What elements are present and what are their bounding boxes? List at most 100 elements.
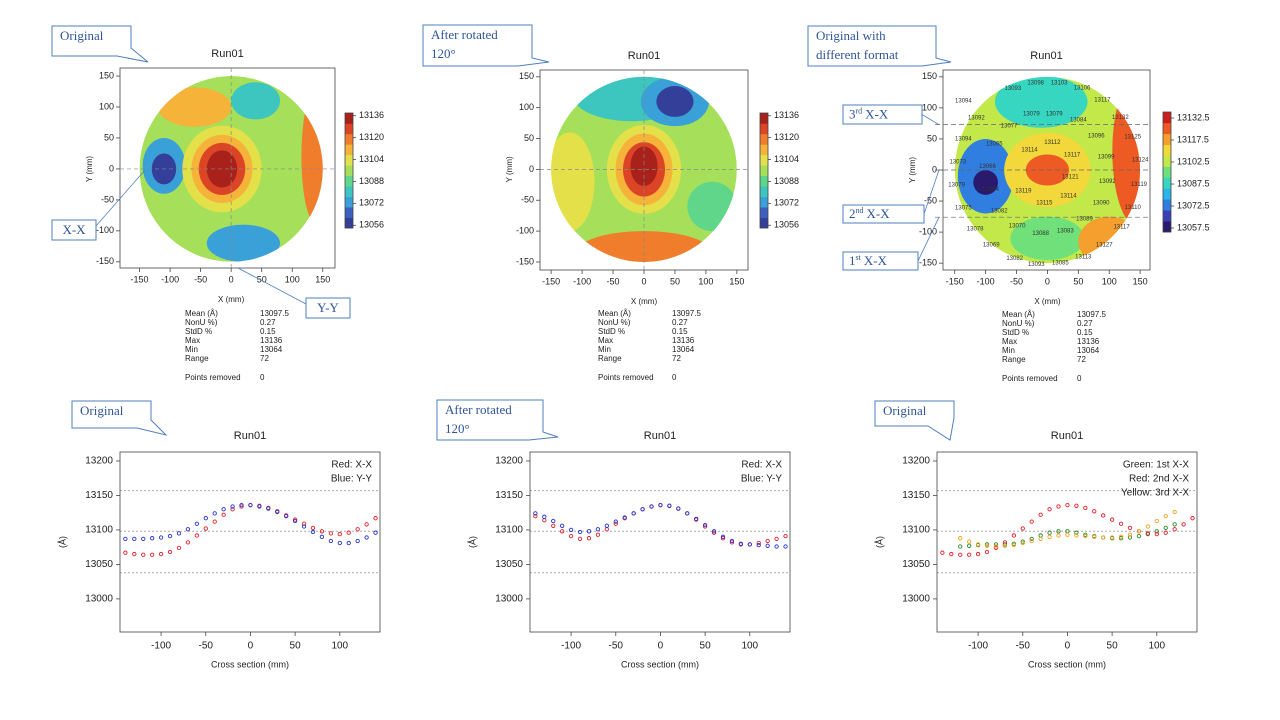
y-axis-label: Y (mm)	[908, 157, 917, 183]
y-tick-label: -100	[516, 225, 534, 235]
y-tick-label: -50	[521, 195, 534, 205]
data-point	[167, 533, 173, 539]
data-point	[542, 514, 547, 519]
stat-label: Range	[598, 354, 622, 363]
data-point	[720, 536, 726, 541]
y-tick-label: 13200	[902, 456, 930, 467]
data-point	[1109, 535, 1115, 540]
x-tick-label: 50	[670, 276, 680, 286]
colorbar-band	[345, 144, 353, 156]
plot-frame	[119, 67, 336, 269]
colorbar-label: 13056	[359, 220, 384, 230]
data-point	[604, 523, 609, 528]
x-axis-label: Cross section (mm)	[1028, 659, 1106, 669]
y-tick-label: 50	[927, 133, 937, 143]
data-point	[1047, 534, 1052, 539]
data-point	[1092, 534, 1097, 539]
colorbar-band	[760, 133, 768, 145]
data-point	[337, 531, 342, 537]
data-point	[993, 544, 999, 549]
y-tick-label: 13200	[85, 456, 113, 467]
contour-region	[231, 82, 281, 120]
data-point	[542, 518, 547, 523]
data-point	[221, 512, 226, 517]
x-tick-label: 100	[1148, 641, 1165, 652]
chart-title: Run01	[211, 48, 243, 60]
x-axis-label: X (mm)	[218, 295, 245, 304]
x-tick-label: 0	[641, 276, 646, 286]
chart-title: Run01	[644, 430, 676, 442]
data-point	[328, 538, 334, 544]
colorbar-label: 13120	[774, 132, 799, 142]
data-point	[275, 509, 280, 515]
colorbar-band	[1163, 133, 1171, 146]
point-label: 13117	[1094, 97, 1111, 103]
colorbar-band	[760, 186, 768, 197]
data-point	[1056, 504, 1061, 509]
y-axis-label: (Å)	[467, 536, 477, 548]
annotation: Y-Y	[317, 300, 339, 315]
data-point	[212, 519, 217, 524]
data-point	[176, 531, 182, 536]
contour-region	[994, 76, 1088, 128]
colorbar-band	[1163, 221, 1171, 233]
wafer	[551, 76, 737, 262]
x-axis-label: Cross section (mm)	[621, 659, 699, 669]
colorbar-frame	[1162, 111, 1172, 233]
data-point	[1118, 536, 1124, 541]
data-point	[967, 539, 972, 544]
data-point	[1047, 530, 1052, 535]
x-tick-label: 0	[658, 641, 664, 652]
y-tick-label: 13150	[495, 490, 523, 501]
x-tick-label: -50	[194, 274, 207, 284]
x-tick-label: -100	[968, 641, 988, 652]
data-point	[185, 540, 191, 545]
y-tick-label: 150	[519, 71, 534, 81]
data-point	[1038, 512, 1043, 517]
colorbar-label: 13104	[774, 154, 799, 164]
point-label: 13117	[1113, 225, 1130, 231]
data-point	[1092, 509, 1097, 514]
x-tick-label: -100	[573, 276, 591, 286]
annotation-num: 1	[849, 253, 856, 268]
point-label: 13106	[1074, 86, 1091, 92]
y-tick-label: 50	[104, 132, 114, 142]
y-tick-label: 100	[99, 101, 114, 111]
data-point	[1020, 539, 1025, 544]
x-tick-label: 50	[700, 641, 712, 652]
callout-box	[874, 400, 955, 441]
data-point	[774, 536, 779, 542]
y-tick-label: 13100	[495, 525, 523, 536]
data-point	[783, 533, 788, 539]
data-point	[1020, 540, 1025, 546]
y-tick-label: 13100	[902, 525, 930, 536]
y-axis-label: Y (mm)	[85, 156, 94, 182]
data-point	[230, 507, 235, 512]
x-tick-label: -50	[607, 276, 620, 286]
colorbar-band	[1163, 199, 1171, 211]
x-tick-label: -100	[151, 641, 171, 652]
point-label: 13079	[1046, 112, 1063, 118]
data-point	[1038, 536, 1043, 542]
point-label: 13110	[1125, 205, 1142, 211]
data-point	[132, 536, 137, 542]
stat-value: 13097.5	[260, 309, 289, 318]
colorbar-frame	[344, 112, 354, 229]
annotation-text: X-X	[864, 253, 888, 268]
y-tick-label: 150	[922, 71, 937, 81]
annotation: 3rd X-X	[849, 106, 889, 121]
data-point	[373, 530, 378, 535]
data-point	[1172, 522, 1177, 527]
data-point	[702, 524, 708, 529]
stat-value: 0.27	[260, 318, 276, 327]
callout-text: Original with	[816, 28, 886, 43]
x-tick-label: 100	[285, 274, 300, 284]
data-point	[729, 538, 735, 544]
legend-entry: Red: X-X	[741, 460, 782, 471]
colorbar-band	[760, 175, 768, 187]
stat-label: Mean (Å)	[598, 309, 631, 318]
data-point	[194, 533, 199, 538]
data-point	[132, 551, 137, 557]
data-point	[158, 535, 164, 540]
